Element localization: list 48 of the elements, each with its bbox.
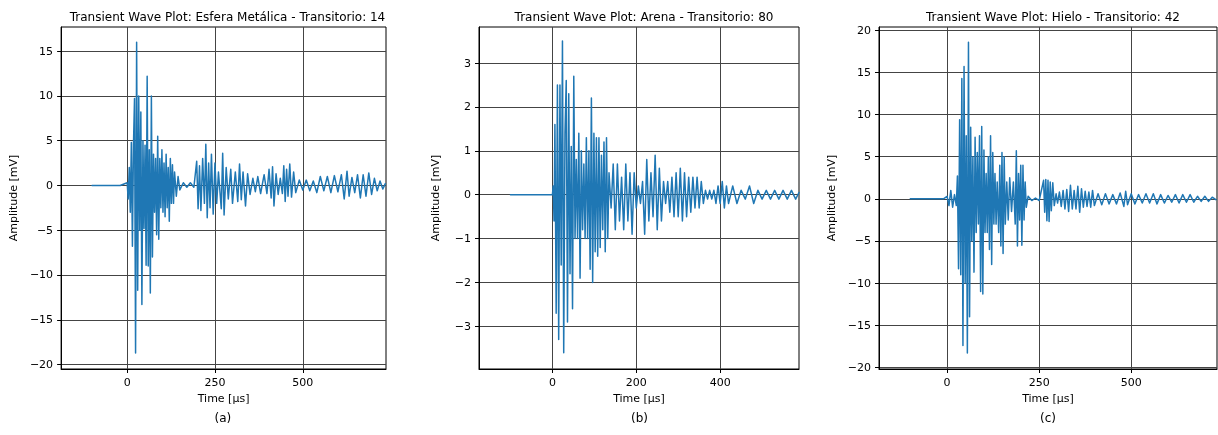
x-tick-label: 500	[292, 376, 314, 389]
y-tick-label: 10	[857, 108, 871, 122]
y-axis-title: Amplitude [mV]	[7, 154, 20, 242]
line-series	[909, 41, 1217, 354]
line-series	[509, 40, 800, 354]
text: (a)	[214, 411, 232, 425]
y-tick-label: −3	[454, 319, 471, 333]
x-axis-title: Time [μs]	[612, 391, 665, 405]
y-tick-label: 1	[464, 144, 471, 158]
text: (b)	[631, 411, 648, 425]
x-tick-label: 500	[1120, 376, 1142, 389]
y-tick-label: 0	[464, 188, 471, 202]
x-axis-title: Time [μs]	[196, 391, 250, 405]
x-tick-label: 200	[625, 376, 647, 389]
y-tick-label: −1	[454, 232, 471, 246]
x-tick-label: 400	[709, 376, 731, 389]
y-tick-label: 15	[857, 65, 871, 79]
y-tick-label: 5	[864, 150, 871, 164]
chart-title: Transient Wave Plot: Esfera Metálica - Transitorio: 14	[68, 10, 386, 24]
y-tick-label: 0	[864, 192, 871, 206]
y-tick-label: −20	[847, 360, 871, 374]
chart-title: Transient Wave Plot: Arena - Transitorio: 80	[513, 10, 774, 24]
y-tick-label: −15	[847, 318, 871, 332]
y-tick-label: 2	[464, 100, 471, 114]
x-tick-label: 250	[204, 376, 226, 389]
y-tick-label: −15	[29, 313, 54, 327]
y-axis-title: Amplitude [mV]	[429, 154, 442, 242]
chart-title: Transient Wave Plot: Hielo - Transitorio: 42	[925, 10, 1180, 24]
y-axis-title: Amplitude [mV]	[824, 154, 838, 242]
line-series	[91, 41, 387, 354]
text: (c)	[1040, 411, 1056, 425]
x-tick-label: 0	[548, 376, 556, 389]
x-tick-label: 0	[123, 376, 131, 389]
y-tick-label: 20	[857, 23, 871, 37]
x-axis-title: Time [μs]	[1021, 391, 1074, 405]
y-tick-label: −20	[29, 358, 54, 372]
y-tick-label: −10	[29, 268, 54, 282]
y-tick-label: 10	[39, 89, 54, 103]
y-tick-label: −2	[454, 276, 471, 290]
x-tick-label: 0	[943, 376, 951, 389]
y-tick-label: −10	[847, 276, 871, 290]
y-tick-label: −5	[36, 223, 54, 237]
x-tick-label: 250	[1028, 376, 1050, 389]
y-tick-label: 0	[46, 178, 54, 192]
y-tick-label: 5	[46, 134, 54, 148]
y-tick-label: −5	[854, 234, 871, 248]
y-tick-label: 3	[464, 56, 471, 70]
y-tick-label: 15	[39, 44, 54, 58]
